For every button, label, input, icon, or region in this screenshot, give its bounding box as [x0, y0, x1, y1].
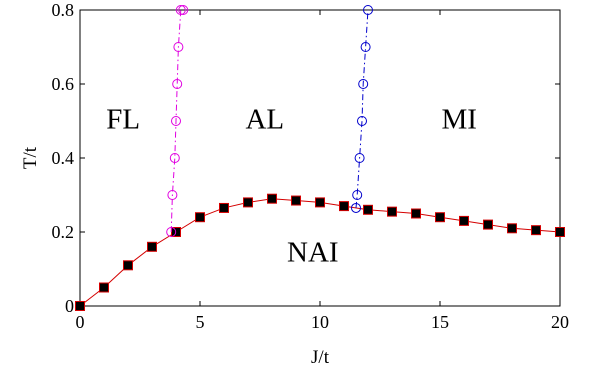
data-point-circle — [173, 42, 184, 52]
series-1 — [75, 193, 565, 311]
data-point-square — [411, 208, 421, 219]
data-point-square — [555, 227, 565, 237]
data-point-circle — [354, 153, 365, 163]
series-2 — [166, 5, 189, 237]
region-labels-group: FL AL MI NAI — [106, 103, 477, 268]
x-tick-label: 0 — [76, 312, 85, 332]
region-label-nai: NAI — [287, 237, 339, 269]
data-point-square — [99, 282, 109, 293]
region-label-mi: MI — [441, 103, 476, 135]
data-point-square — [291, 195, 301, 206]
data-point-circle — [178, 5, 189, 15]
data-point-square — [387, 206, 397, 217]
data-point-circle — [360, 42, 371, 52]
data-point-circle — [166, 227, 177, 237]
data-point-square — [315, 197, 325, 208]
data-point-circle — [357, 116, 367, 126]
y-tick-label: 0.6 — [52, 74, 75, 94]
series-3 — [351, 5, 373, 213]
data-point-square — [123, 260, 133, 271]
x-tick-label: 15 — [431, 312, 449, 332]
data-point-square — [243, 197, 253, 208]
data-point-square — [75, 301, 85, 311]
region-label-fl: FL — [106, 103, 140, 135]
data-point-square — [507, 223, 517, 234]
data-point-square — [147, 241, 157, 252]
data-point-circle — [167, 190, 178, 200]
data-point-circle — [169, 153, 180, 163]
data-point-circle — [171, 116, 181, 126]
x-tick-label: 10 — [311, 312, 329, 332]
data-point-circle — [352, 190, 363, 200]
y-tick-label: 0.8 — [52, 0, 75, 20]
data-point-square — [459, 215, 469, 226]
data-point-square — [435, 212, 445, 223]
y-tick-label: 0 — [65, 296, 74, 316]
data-point-circle — [351, 202, 361, 213]
series-2-line — [170, 9, 184, 233]
y-axis-label: T/t — [20, 146, 41, 169]
data-point-square — [267, 193, 277, 204]
data-point-circle — [175, 5, 186, 15]
axes-group: 0 5 10 15 20 0 0.2 0.4 0.6 0.8 — [52, 0, 570, 332]
data-point-circle — [363, 5, 373, 15]
x-tick-label: 20 — [551, 312, 569, 332]
series-3-line — [355, 9, 369, 208]
data-point-square — [195, 212, 205, 223]
data-point-square — [363, 204, 373, 215]
x-axis-label: J/t — [311, 347, 330, 368]
data-point-square — [219, 202, 229, 213]
data-point-square — [531, 225, 541, 236]
data-point-square — [339, 201, 349, 212]
x-tick-label: 5 — [196, 312, 205, 332]
y-tick-label: 0.2 — [52, 222, 75, 242]
data-point-circle — [172, 79, 183, 89]
region-label-al: AL — [245, 103, 284, 135]
data-point-square — [483, 219, 493, 230]
data-point-circle — [358, 79, 369, 89]
y-tick-label: 0.4 — [52, 148, 75, 168]
series-group — [75, 5, 565, 311]
